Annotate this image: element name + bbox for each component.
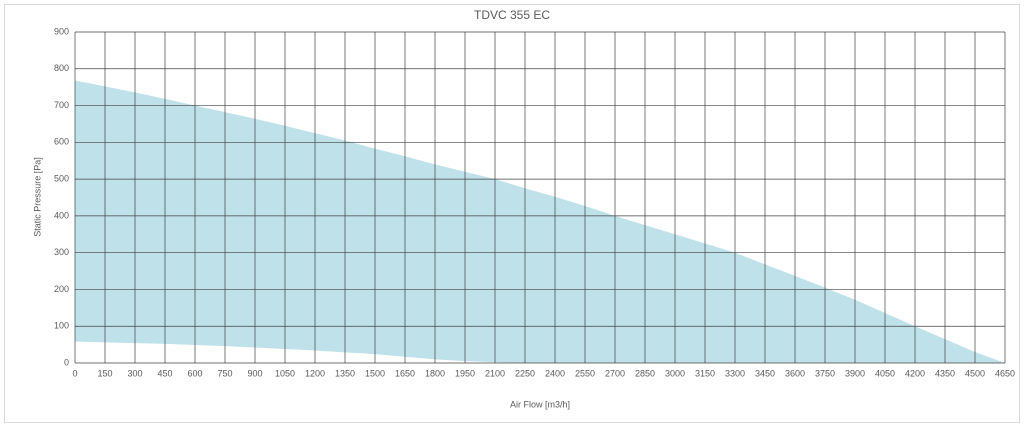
x-tick-label: 4650: [995, 368, 1015, 378]
x-tick-label: 1950: [455, 368, 475, 378]
x-tick-label: 3150: [695, 368, 715, 378]
x-tick-label: 450: [157, 368, 172, 378]
x-tick-label: 1050: [275, 368, 295, 378]
y-axis-label: Static Pressure [Pa]: [32, 157, 42, 237]
x-tick-label: 2100: [485, 368, 505, 378]
x-tick-label: 2250: [515, 368, 535, 378]
y-tick-label: 400: [54, 210, 69, 220]
x-tick-label: 2550: [575, 368, 595, 378]
y-tick-label: 200: [54, 284, 69, 294]
x-tick-label: 1200: [305, 368, 325, 378]
x-tick-label: 300: [127, 368, 142, 378]
x-tick-label: 1350: [335, 368, 355, 378]
x-tick-label: 750: [217, 368, 232, 378]
x-axis-label: Air Flow [m3/h]: [510, 399, 570, 409]
y-tick-label: 900: [54, 26, 69, 36]
x-tick-label: 2400: [545, 368, 565, 378]
x-tick-label: 2850: [635, 368, 655, 378]
y-tick-label: 0: [64, 357, 69, 367]
x-tick-label: 3450: [755, 368, 775, 378]
x-tick-label: 3600: [785, 368, 805, 378]
x-tick-label: 900: [247, 368, 262, 378]
x-tick-label: 4050: [875, 368, 895, 378]
area: [75, 341, 1005, 363]
x-tick-label: 2700: [605, 368, 625, 378]
y-tick-label: 100: [54, 321, 69, 331]
chart-title: TDVC 355 EC: [474, 8, 550, 22]
y-tick-label: 300: [54, 247, 69, 257]
x-tick-label: 1800: [425, 368, 445, 378]
x-tick-label: 4500: [965, 368, 985, 378]
y-tick-label: 600: [54, 137, 69, 147]
y-tick-label: 500: [54, 173, 69, 183]
x-tick-label: 1500: [365, 368, 385, 378]
x-tick-label: 0: [72, 368, 77, 378]
area: [75, 80, 1005, 364]
x-tick-label: 4350: [935, 368, 955, 378]
x-tick-label: 600: [187, 368, 202, 378]
x-tick-label: 4200: [905, 368, 925, 378]
x-tick-label: 3750: [815, 368, 835, 378]
y-tick-label: 700: [54, 100, 69, 110]
x-tick-label: 3900: [845, 368, 865, 378]
x-tick-label: 150: [97, 368, 112, 378]
x-tick-label: 3000: [665, 368, 685, 378]
y-tick-label: 800: [54, 63, 69, 73]
x-tick-label: 1650: [395, 368, 415, 378]
x-tick-label: 3300: [725, 368, 745, 378]
